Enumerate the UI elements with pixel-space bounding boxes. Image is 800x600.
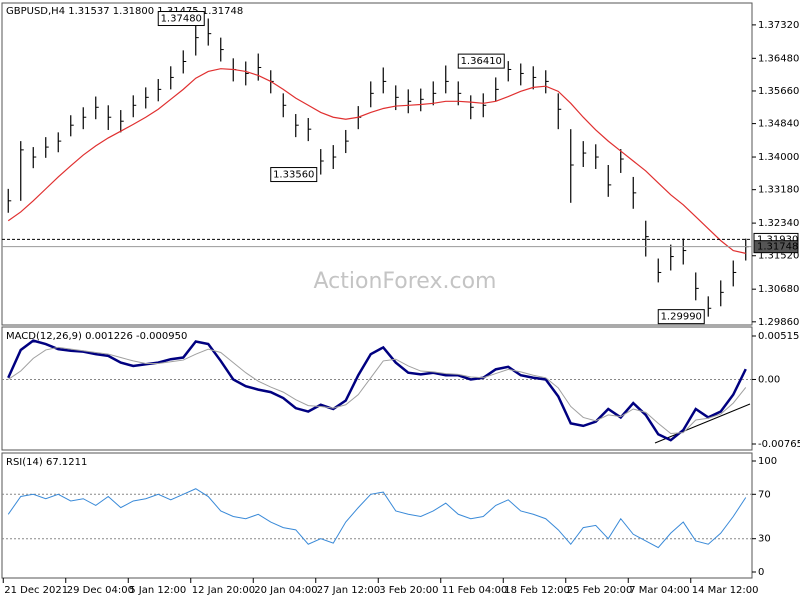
annotation-box [657,309,705,325]
y-tick-label: 70 [758,489,771,500]
x-tick-label: 11 Feb 04:00 [442,585,508,596]
y-tick-label: 100 [758,456,777,467]
annotation-label: 1.33560 [273,170,314,181]
watermark: ActionForex.com [314,269,497,294]
x-tick-label: 27 Jan 12:00 [317,585,380,596]
y-tick-label: 1.36480 [758,53,799,64]
y-tick-label: 0.00 [758,374,780,385]
chart-title: GBPUSD,H4 1.31537 1.31800 1.31475 1.3174… [6,6,243,17]
y-tick-label: 1.31520 [758,251,799,262]
price-tag [753,240,799,254]
x-tick-label: 25 Feb 20:00 [567,585,633,596]
y-tick-label: 0.005152 [758,331,800,342]
x-tick-label: 12 Jan 20:00 [192,585,255,596]
y-tick-label: 0 [758,567,764,578]
x-tick-label: 18 Feb 12:00 [504,585,570,596]
y-tick-label: 1.32340 [758,218,799,229]
annotation-label: 1.29990 [661,312,702,323]
x-tick-label: 14 Mar 12:00 [692,585,759,596]
x-tick-label: 7 Mar 04:00 [629,585,689,596]
moving-average [7,68,746,254]
x-tick-label: 29 Dec 04:00 [67,585,134,596]
trendline [654,403,751,444]
y-tick-label: 1.37320 [758,20,799,31]
indicator-line [7,488,747,549]
x-tick-label: 3 Feb 20:00 [379,585,438,596]
annotation-box [457,53,505,69]
annotation-label: 1.37480 [161,14,202,25]
annotation-label: 1.36410 [461,56,502,67]
y-tick-label: 30 [758,534,771,545]
y-tick-label: 1.33180 [758,185,799,196]
macd-panel [1,326,753,451]
y-tick-label: -0.00765 [758,439,800,450]
y-tick-label: 1.34840 [758,119,799,130]
x-tick-label: 21 Dec 2021 [4,585,68,596]
macd-title: MACD(12,26,9) 0.001226 -0.000950 [6,331,187,342]
price-panel [1,2,753,326]
y-tick-label: 1.35660 [758,86,799,97]
x-tick-label: 5 Jan 12:00 [129,585,186,596]
price-tag-label: 1.31748 [757,242,798,253]
y-tick-label: 1.30680 [758,284,799,295]
x-tick-label: 20 Jan 04:00 [254,585,317,596]
indicator-line [7,339,747,442]
y-tick-label: 1.29860 [758,317,799,328]
annotation-box [157,11,205,27]
rsi-title: RSI(14) 67.1211 [6,457,87,468]
indicator-line [7,346,747,434]
annotation-box [270,167,318,183]
y-tick-label: 1.34000 [758,152,799,163]
price-tag-label: 1.31930 [757,234,798,245]
rsi-panel [1,452,753,579]
